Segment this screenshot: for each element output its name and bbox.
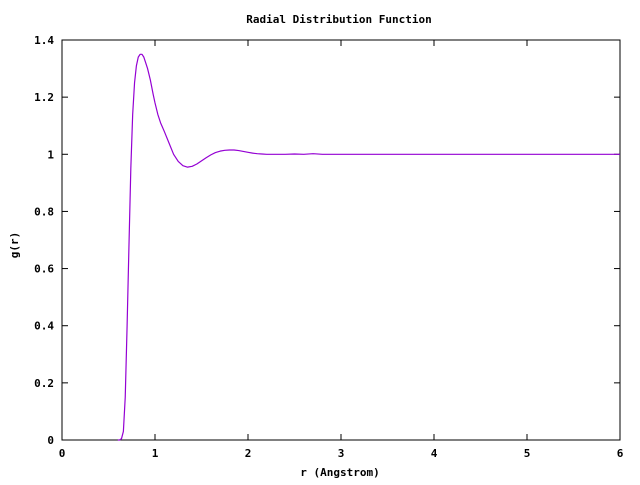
series-layer xyxy=(117,53,620,441)
chart-title: Radial Distribution Function xyxy=(246,13,431,26)
y-tick-label: 0.4 xyxy=(34,320,54,333)
ticks: 0 1 2 3 4 5 6 0 0.2 0.4 0.6 0.8 1 1.2 1.4 xyxy=(34,34,624,460)
y-tick-label: 1 xyxy=(47,148,54,161)
y-tick-label: 0.2 xyxy=(34,377,54,390)
x-tick-label: 6 xyxy=(617,447,624,460)
x-tick-label: 0 xyxy=(59,447,66,460)
y-axis-label: g(r) xyxy=(8,232,21,259)
plot-frame xyxy=(61,39,621,441)
y-tick-label: 1.2 xyxy=(34,91,54,104)
x-tick-label: 4 xyxy=(431,447,438,460)
y-tick-label: 0.8 xyxy=(34,205,54,218)
y-tick-label: 0 xyxy=(47,434,54,447)
y-tick-label: 0.6 xyxy=(34,263,54,276)
series-line-0 xyxy=(117,53,620,441)
x-tick-label: 5 xyxy=(524,447,531,460)
axes xyxy=(61,39,621,441)
x-tick-label: 2 xyxy=(245,447,252,460)
x-tick-label: 1 xyxy=(152,447,159,460)
y-tick-label: 1.4 xyxy=(34,34,54,47)
x-tick-label: 3 xyxy=(338,447,345,460)
x-axis-label: r (Angstrom) xyxy=(300,466,379,479)
